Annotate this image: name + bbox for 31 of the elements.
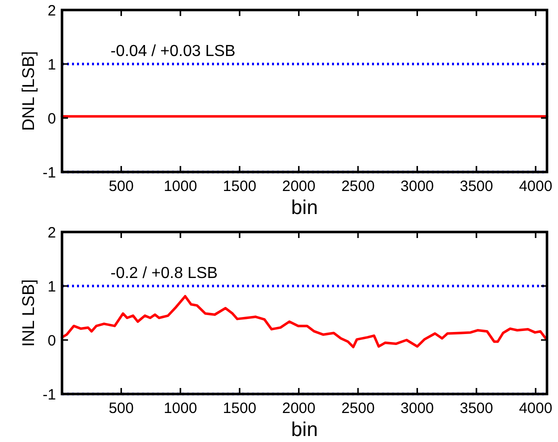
x-tick-label: 500 bbox=[108, 400, 134, 417]
x-tick-label: 1500 bbox=[222, 400, 256, 417]
y-tick-label: -1 bbox=[42, 164, 56, 182]
y-tick-label: 1 bbox=[48, 278, 56, 296]
x-tick-label: 500 bbox=[108, 178, 134, 195]
x-tick-label: 1000 bbox=[164, 400, 198, 417]
annotation: -0.04 / +0.03 LSB bbox=[110, 43, 236, 60]
x-tick-label: 1500 bbox=[222, 178, 256, 195]
y-axis-title: INL LSB] bbox=[19, 279, 38, 347]
annotation: -0.2 / +0.8 LSB bbox=[110, 265, 218, 282]
y-tick-label: -1 bbox=[42, 386, 56, 404]
y-tick-label: 2 bbox=[48, 224, 56, 242]
y-tick-label: 1 bbox=[48, 56, 56, 74]
y-tick-label: 0 bbox=[48, 332, 56, 350]
y-axis-title: DNL [LSB] bbox=[19, 51, 38, 131]
x-tick-label: 2500 bbox=[341, 400, 375, 417]
x-tick-label: 2500 bbox=[341, 178, 375, 195]
x-tick-label: 2000 bbox=[282, 178, 316, 195]
x-tick-label: 4000 bbox=[518, 178, 552, 195]
x-tick-label: 3000 bbox=[400, 400, 434, 417]
x-tick-label: 1000 bbox=[164, 178, 198, 195]
x-tick-label: 3500 bbox=[460, 400, 494, 417]
x-axis-title: bin bbox=[291, 419, 318, 441]
y-tick-label: 2 bbox=[48, 2, 56, 20]
x-axis-title: bin bbox=[291, 197, 318, 219]
line-series bbox=[60, 295, 547, 348]
x-tick-label: 2000 bbox=[282, 400, 316, 417]
x-tick-label: 3000 bbox=[400, 178, 434, 195]
x-tick-label: 4000 bbox=[518, 400, 552, 417]
x-tick-label: 3500 bbox=[460, 178, 494, 195]
y-tick-label: 0 bbox=[48, 110, 56, 128]
